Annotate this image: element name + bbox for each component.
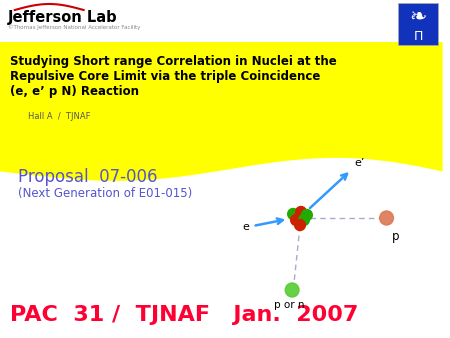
FancyBboxPatch shape: [398, 3, 438, 45]
Text: Studying Short range Correlation in Nuclei at the: Studying Short range Correlation in Nucl…: [10, 55, 337, 68]
Text: PAC  31 /  TJNAF   Jan.  2007: PAC 31 / TJNAF Jan. 2007: [10, 305, 358, 325]
Text: Π: Π: [414, 30, 423, 43]
Text: p or n: p or n: [274, 300, 305, 310]
Circle shape: [285, 283, 299, 297]
Text: (Next Generation of E01-015): (Next Generation of E01-015): [18, 187, 192, 200]
Circle shape: [302, 210, 312, 220]
Circle shape: [295, 219, 306, 231]
Text: Proposal  07-006: Proposal 07-006: [18, 168, 157, 186]
Circle shape: [298, 215, 309, 225]
Text: (e, e’ p N) Reaction: (e, e’ p N) Reaction: [10, 85, 139, 98]
Text: Jefferson Lab: Jefferson Lab: [8, 10, 117, 25]
Circle shape: [296, 207, 306, 217]
Text: ❧: ❧: [410, 8, 427, 28]
Text: ©Thomas Jefferson National Accelerator Facility: ©Thomas Jefferson National Accelerator F…: [8, 24, 140, 30]
Polygon shape: [0, 42, 443, 181]
Circle shape: [288, 209, 298, 219]
Circle shape: [291, 215, 302, 225]
Text: Repulsive Core Limit via the triple Coincidence: Repulsive Core Limit via the triple Coin…: [10, 70, 320, 83]
Circle shape: [380, 211, 393, 225]
Text: p: p: [392, 230, 399, 243]
Text: e’: e’: [354, 158, 365, 168]
Text: e: e: [242, 222, 249, 232]
Text: Hall A  /  TJNAF: Hall A / TJNAF: [27, 112, 90, 121]
